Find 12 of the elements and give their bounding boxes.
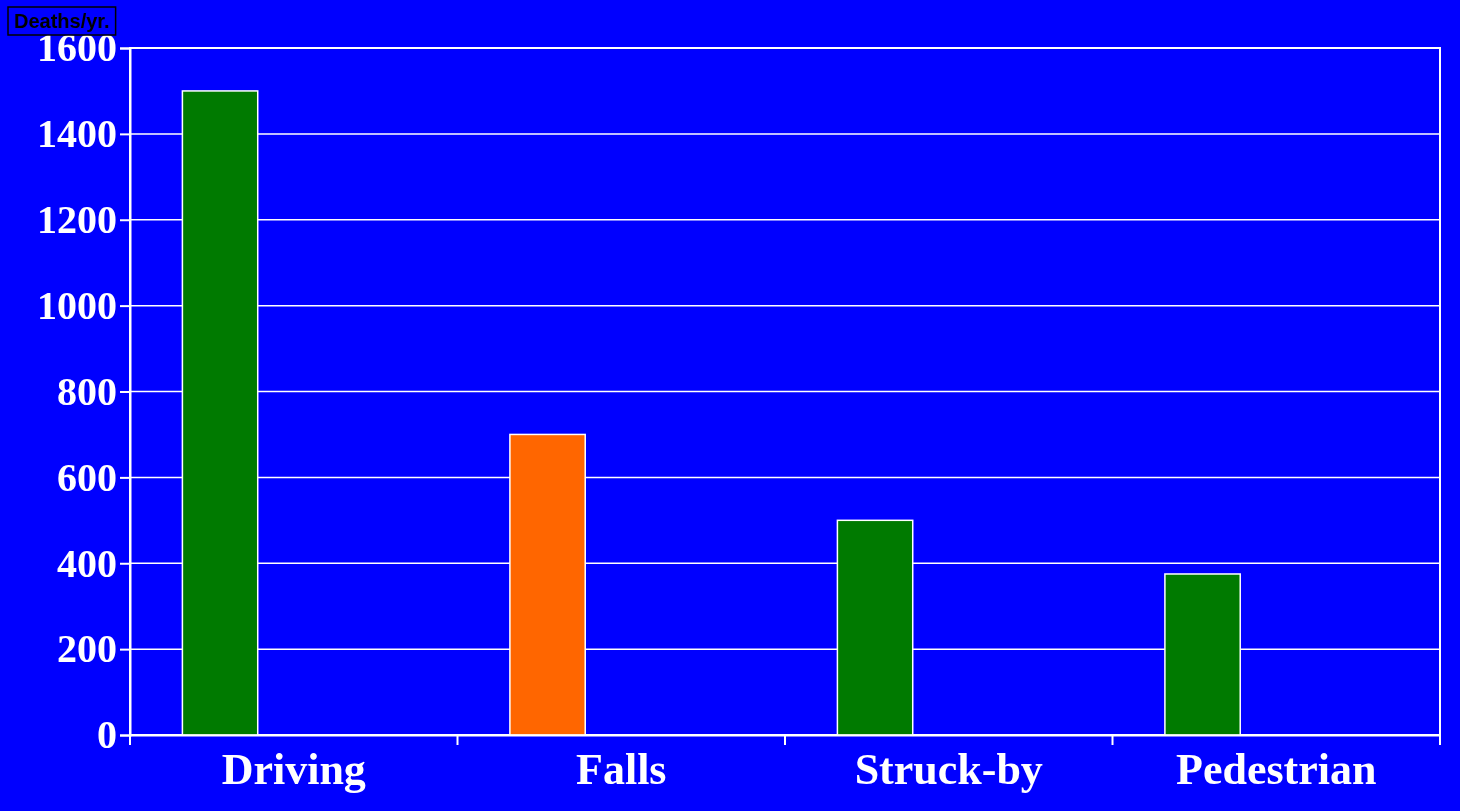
x-tick-label: Driving <box>221 745 366 795</box>
y-tick-label: 600 <box>57 454 117 500</box>
x-tick-label: Falls <box>576 745 667 795</box>
y-tick-label: 1400 <box>37 111 117 157</box>
x-tick-label: Pedestrian <box>1176 745 1377 795</box>
x-tick-label: Struck-by <box>854 745 1043 795</box>
y-tick-label: 200 <box>57 626 117 672</box>
y-tick-label: 1200 <box>37 197 117 243</box>
y-tick-label: 0 <box>97 712 117 758</box>
y-tick-label: 1000 <box>37 282 117 328</box>
y-tick-label: 400 <box>57 540 117 586</box>
y-tick-label: 800 <box>57 368 117 414</box>
